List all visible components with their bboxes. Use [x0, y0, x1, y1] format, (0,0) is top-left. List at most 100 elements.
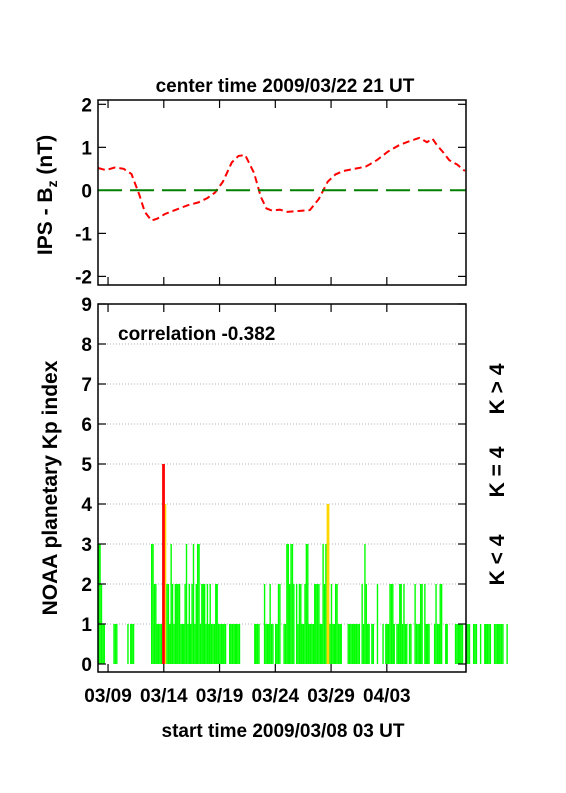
kp-bar — [272, 624, 274, 664]
kp-bar — [152, 544, 154, 664]
bottom-y-tick-label: 0 — [81, 655, 92, 676]
kp-bar — [362, 624, 365, 664]
kp-bar — [284, 624, 287, 664]
kp-bar — [233, 624, 235, 664]
kp-bar — [367, 624, 369, 664]
kp-bar — [364, 544, 366, 664]
kp-bar — [301, 624, 303, 664]
kp-bar — [358, 624, 361, 664]
kp-bars — [98, 464, 508, 664]
kp-bar — [270, 624, 273, 664]
kp-bar — [208, 624, 210, 664]
kp-bar — [213, 624, 216, 664]
bottom-x-tick-label: 04/03 — [363, 686, 411, 707]
kp-bar — [353, 624, 355, 664]
kp-bar — [174, 584, 177, 664]
bottom-y-tick-label: 9 — [81, 295, 92, 316]
kp-bar — [354, 624, 356, 664]
kp-bar — [361, 584, 363, 664]
kp-bar — [493, 624, 496, 664]
kp-bar — [223, 624, 225, 664]
bottom-y-tick-label: 1 — [81, 615, 92, 636]
kp-bar — [337, 624, 340, 664]
kp-bar — [173, 624, 175, 664]
kp-bar — [371, 624, 373, 664]
kp-bar — [297, 624, 299, 664]
kp-bar — [456, 624, 458, 664]
top-axes-frame — [97, 99, 467, 286]
kp-bar — [328, 504, 330, 664]
kp-bar — [99, 544, 101, 664]
bottom-x-axis-label: start time 2009/03/08 03 UT — [162, 721, 405, 742]
kp-bar — [446, 624, 448, 664]
bottom-x-tick-label: 03/19 — [196, 686, 244, 707]
kp-bar — [287, 544, 289, 664]
kp-bar — [390, 584, 393, 664]
kp-bar — [163, 464, 165, 664]
kp-bar — [408, 624, 411, 664]
kp-bar — [266, 624, 269, 664]
kp-bar — [254, 624, 256, 664]
kp-bar — [283, 624, 285, 664]
bottom-x-tick-label: 03/14 — [140, 686, 188, 707]
kp-bar — [293, 584, 295, 664]
kp-bar — [199, 624, 202, 664]
kp-bar — [312, 624, 315, 664]
kp-bar — [157, 624, 160, 664]
bottom-y-tick-label: 8 — [81, 335, 92, 356]
bottom-axes-frame — [97, 303, 467, 673]
legend-low: K < 4 — [486, 534, 509, 585]
bottom-x-tick-label: 03/24 — [252, 686, 300, 707]
legend-high: K > 4 — [486, 363, 509, 414]
kp-bar — [468, 624, 471, 664]
kp-bar — [387, 624, 390, 664]
kp-bar — [196, 544, 199, 664]
kp-bar — [169, 624, 171, 664]
kp-bar — [268, 624, 270, 664]
kp-bar — [184, 584, 186, 664]
kp-bar — [322, 544, 324, 664]
kp-bar — [372, 624, 374, 664]
kp-bar — [288, 584, 291, 664]
top-y-tick-label: -2 — [75, 267, 92, 288]
kp-bar — [401, 624, 404, 664]
kp-bar — [498, 624, 500, 664]
kp-bar — [205, 624, 207, 664]
kp-bar — [329, 624, 331, 664]
bottom-y-tick-label: 4 — [81, 495, 92, 516]
kp-bar — [415, 624, 418, 664]
kp-bar — [472, 624, 475, 664]
kp-bar — [382, 624, 384, 664]
kp-bar — [164, 504, 167, 664]
kp-bar — [279, 584, 281, 664]
kp-bar — [198, 544, 200, 664]
kp-bar — [188, 584, 190, 664]
kp-bar — [396, 624, 398, 664]
kp-bar — [392, 584, 394, 664]
kp-bar — [203, 584, 206, 664]
kp-bar — [229, 624, 231, 664]
kp-panel: NOAA planetary Kp index 9 8 7 6 5 4 3 2 1 0 03/09… — [39, 295, 508, 742]
top-y-tick-label: 2 — [81, 95, 92, 116]
kp-bar — [459, 624, 461, 664]
correlation-annotation: correlation -0.382 — [118, 324, 275, 345]
kp-bar — [433, 624, 436, 664]
kp-bar — [318, 584, 320, 664]
kp-bar — [404, 624, 407, 664]
kp-bar — [500, 624, 503, 664]
kp-bar — [348, 624, 351, 664]
kp-bar — [350, 624, 352, 664]
top-y-tick-label: 0 — [81, 181, 92, 202]
kp-bar — [389, 584, 391, 664]
kp-bar — [230, 624, 232, 664]
kp-bar — [234, 624, 236, 664]
kp-bar — [302, 624, 305, 664]
kp-bar — [330, 584, 333, 664]
kp-bar — [417, 624, 419, 664]
kp-bar — [351, 624, 354, 664]
kp-bar — [275, 624, 277, 664]
kp-bar — [461, 624, 464, 664]
kp-bar — [403, 584, 405, 664]
bottom-y-tick-label: 7 — [81, 375, 92, 396]
